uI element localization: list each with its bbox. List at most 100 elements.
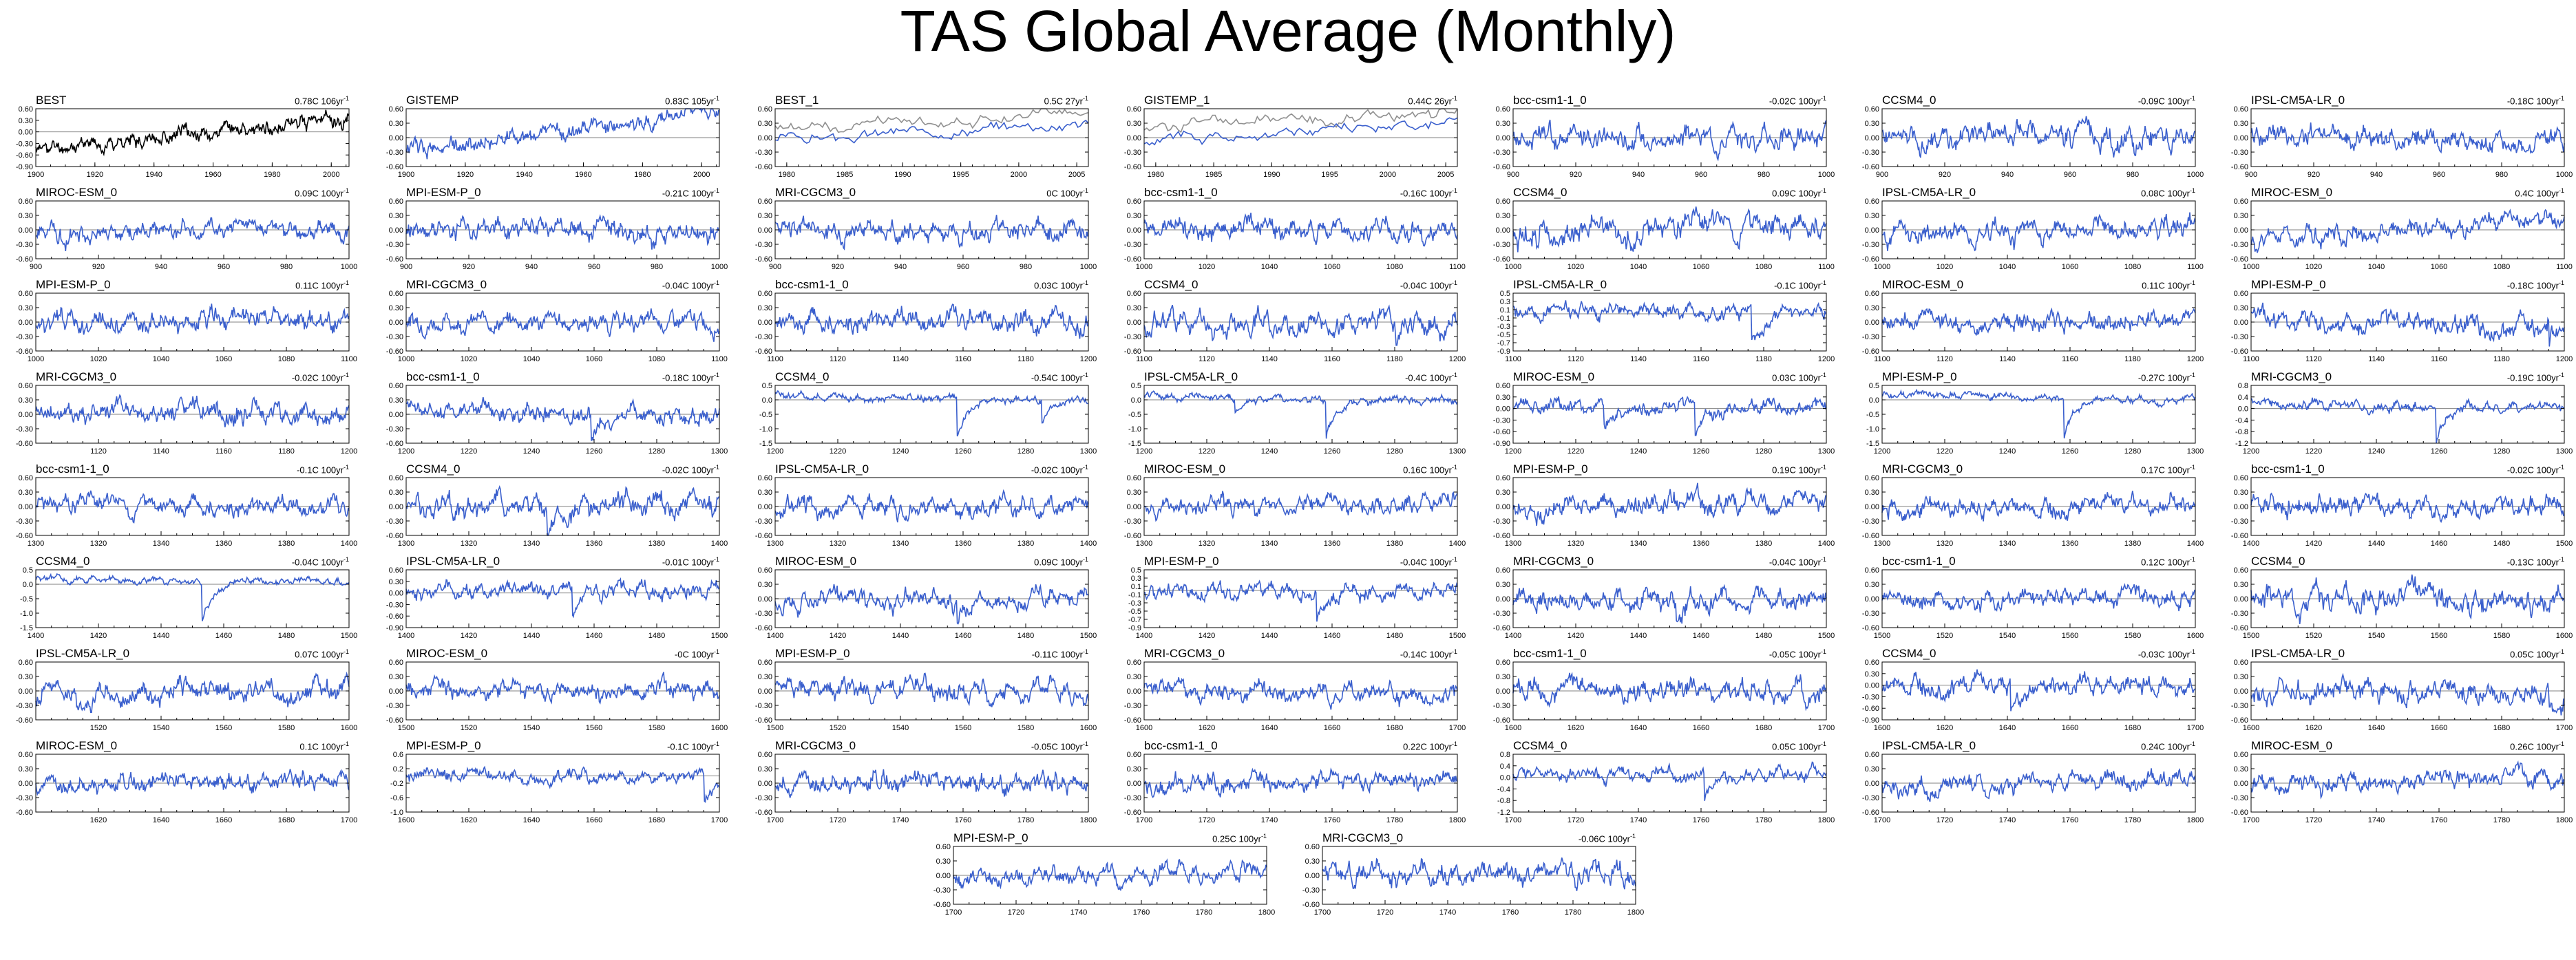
y-tick-label: 0.60 — [2234, 474, 2248, 482]
y-tick-label: 0.30 — [19, 117, 33, 125]
y-tick-label: 0.00 — [389, 590, 403, 598]
y-tick-label: 0.00 — [1496, 134, 1510, 142]
series-line — [2250, 396, 2565, 444]
x-tick-label: 1000 — [1818, 171, 1835, 179]
x-tick-label: 1000 — [398, 355, 414, 363]
x-tick-label: 1400 — [767, 632, 783, 640]
x-tick-label: 1780 — [2124, 816, 2141, 824]
trend-exponent: -1 — [713, 740, 719, 747]
x-tick-label: 1700 — [711, 816, 728, 824]
trend-label: -0.18C 100yr-1 — [2507, 279, 2564, 290]
trend-label: 0.1C 100yr-1 — [299, 740, 349, 751]
panel-title: bcc-csm1-1_0 — [775, 278, 849, 291]
y-tick-label: -0.30 — [755, 333, 772, 341]
trend-label: -0.01C 100yr-1 — [662, 556, 719, 567]
x-tick-label: 1300 — [1874, 540, 1890, 548]
x-tick-label: 1660 — [2062, 724, 2078, 732]
y-tick-label: -0.60 — [1862, 624, 1879, 632]
chart-panel: MIROC-ESM_0 0.09C 100yr-1 0.60 0.30 0.00 -0.3… — [739, 555, 1108, 644]
x-tick-label: 1760 — [1133, 908, 1150, 917]
chart-panel: CCSM4_0 -0.04C 100yr-1 0.5 0.0 -0.5 -1.0 -1.5 1… — [0, 555, 369, 644]
series-line — [1512, 584, 1827, 624]
panel-title: bcc-csm1-1_0 — [406, 370, 480, 383]
plot-frame — [1512, 385, 1827, 444]
y-tick-label: 0.00 — [758, 134, 772, 142]
y-tick-label: 0.2 — [393, 765, 403, 774]
y-tick-label: -0.7 — [1497, 339, 1510, 348]
trend-exponent: -1 — [1820, 187, 1826, 194]
x-tick-label: 1040 — [153, 355, 169, 363]
x-tick-label: 1460 — [1693, 632, 1709, 640]
trend-label: -0.1C 100yr-1 — [297, 464, 349, 475]
series-line — [1512, 761, 1827, 801]
trend-exponent: -1 — [2189, 648, 2195, 655]
x-tick-label: 1480 — [1755, 632, 1772, 640]
trend-value: -0.18C 100yr — [2506, 280, 2559, 291]
x-tick-label: 1460 — [955, 632, 971, 640]
chart-panel: GISTEMP_1 0.44C 26yr-1 0.60 0.30 0.00 -0.30 -0… — [1108, 94, 1477, 183]
y-tick-label: -0.6 — [390, 794, 403, 802]
y-tick-label: 0.00 — [19, 319, 33, 327]
x-tick-label: 1300 — [398, 540, 414, 548]
panel-title: GISTEMP_1 — [1144, 94, 1210, 107]
x-tick-label: 1100 — [2556, 263, 2573, 271]
series-line — [2250, 492, 2565, 523]
chart-panel: MRI-CGCM3_0 -0.14C 100yr-1 0.60 0.30 0.00 -0.… — [1108, 647, 1477, 736]
y-tick-label: 0.60 — [389, 382, 403, 390]
x-tick-label: 1800 — [1818, 816, 1835, 824]
y-tick-label: 0.60 — [1496, 198, 1510, 206]
panel-title: BEST_1 — [775, 94, 819, 107]
x-tick-label: 1460 — [586, 632, 602, 640]
panel-title: bcc-csm1-1_0 — [1513, 647, 1587, 660]
y-tick-label: -0.60 — [755, 532, 772, 540]
y-tick-label: 0.30 — [936, 857, 951, 866]
x-tick-label: 1100 — [2187, 263, 2204, 271]
page-title: TAS Global Average (Monthly) — [900, 0, 1676, 63]
trend-label: 0.16C 100yr-1 — [1403, 464, 1457, 475]
y-tick-label: -0.8 — [2235, 428, 2248, 436]
panel-title: IPSL-CM5A-LR_0 — [2251, 647, 2345, 660]
trend-value: -0C 100yr — [674, 649, 714, 660]
x-tick-label: 1140 — [2368, 355, 2385, 363]
trend-value: -0.16C 100yr — [1400, 188, 1452, 199]
trend-exponent: -1 — [713, 95, 719, 102]
y-tick-label: 0.30 — [1865, 489, 1879, 497]
trend-label: 0.07C 100yr-1 — [295, 648, 349, 659]
x-tick-label: 1720 — [1936, 816, 1953, 824]
x-tick-label: 1540 — [2368, 632, 2385, 640]
trend-label: 0.24C 100yr-1 — [2141, 740, 2195, 751]
series-line — [1322, 857, 1636, 891]
trend-value: 0.03C 100yr — [1034, 280, 1083, 291]
x-tick-label: 1440 — [1261, 632, 1278, 640]
x-tick-label: 900 — [2245, 171, 2257, 179]
y-tick-label: 0.8 — [2238, 382, 2248, 390]
y-tick-label: -0.30 — [1493, 149, 1510, 157]
x-tick-label: 1300 — [1136, 540, 1152, 548]
trend-exponent: -1 — [1820, 556, 1826, 563]
x-tick-label: 1620 — [461, 816, 477, 824]
trend-exponent: -1 — [713, 648, 719, 655]
x-tick-label: 1260 — [1693, 447, 1709, 456]
x-tick-label: 1760 — [1502, 908, 1519, 917]
trend-exponent: -1 — [1820, 279, 1826, 286]
trend-value: -0.18C 100yr — [2506, 96, 2559, 107]
y-tick-label: 0.00 — [1865, 319, 1879, 327]
trend-label: 0.78C 106yr-1 — [295, 95, 349, 106]
y-tick-label: 0.60 — [758, 751, 772, 759]
x-tick-label: 1600 — [2243, 724, 2259, 732]
y-tick-label: -0.60 — [16, 716, 33, 725]
series-line — [774, 303, 1089, 339]
trend-exponent: -1 — [2189, 740, 2195, 747]
series-line — [1881, 212, 2196, 252]
series-line — [405, 107, 720, 160]
x-tick-label: 1660 — [215, 816, 232, 824]
x-tick-label: 980 — [2495, 171, 2508, 179]
panel-title: MRI-CGCM3_0 — [1882, 462, 1963, 476]
